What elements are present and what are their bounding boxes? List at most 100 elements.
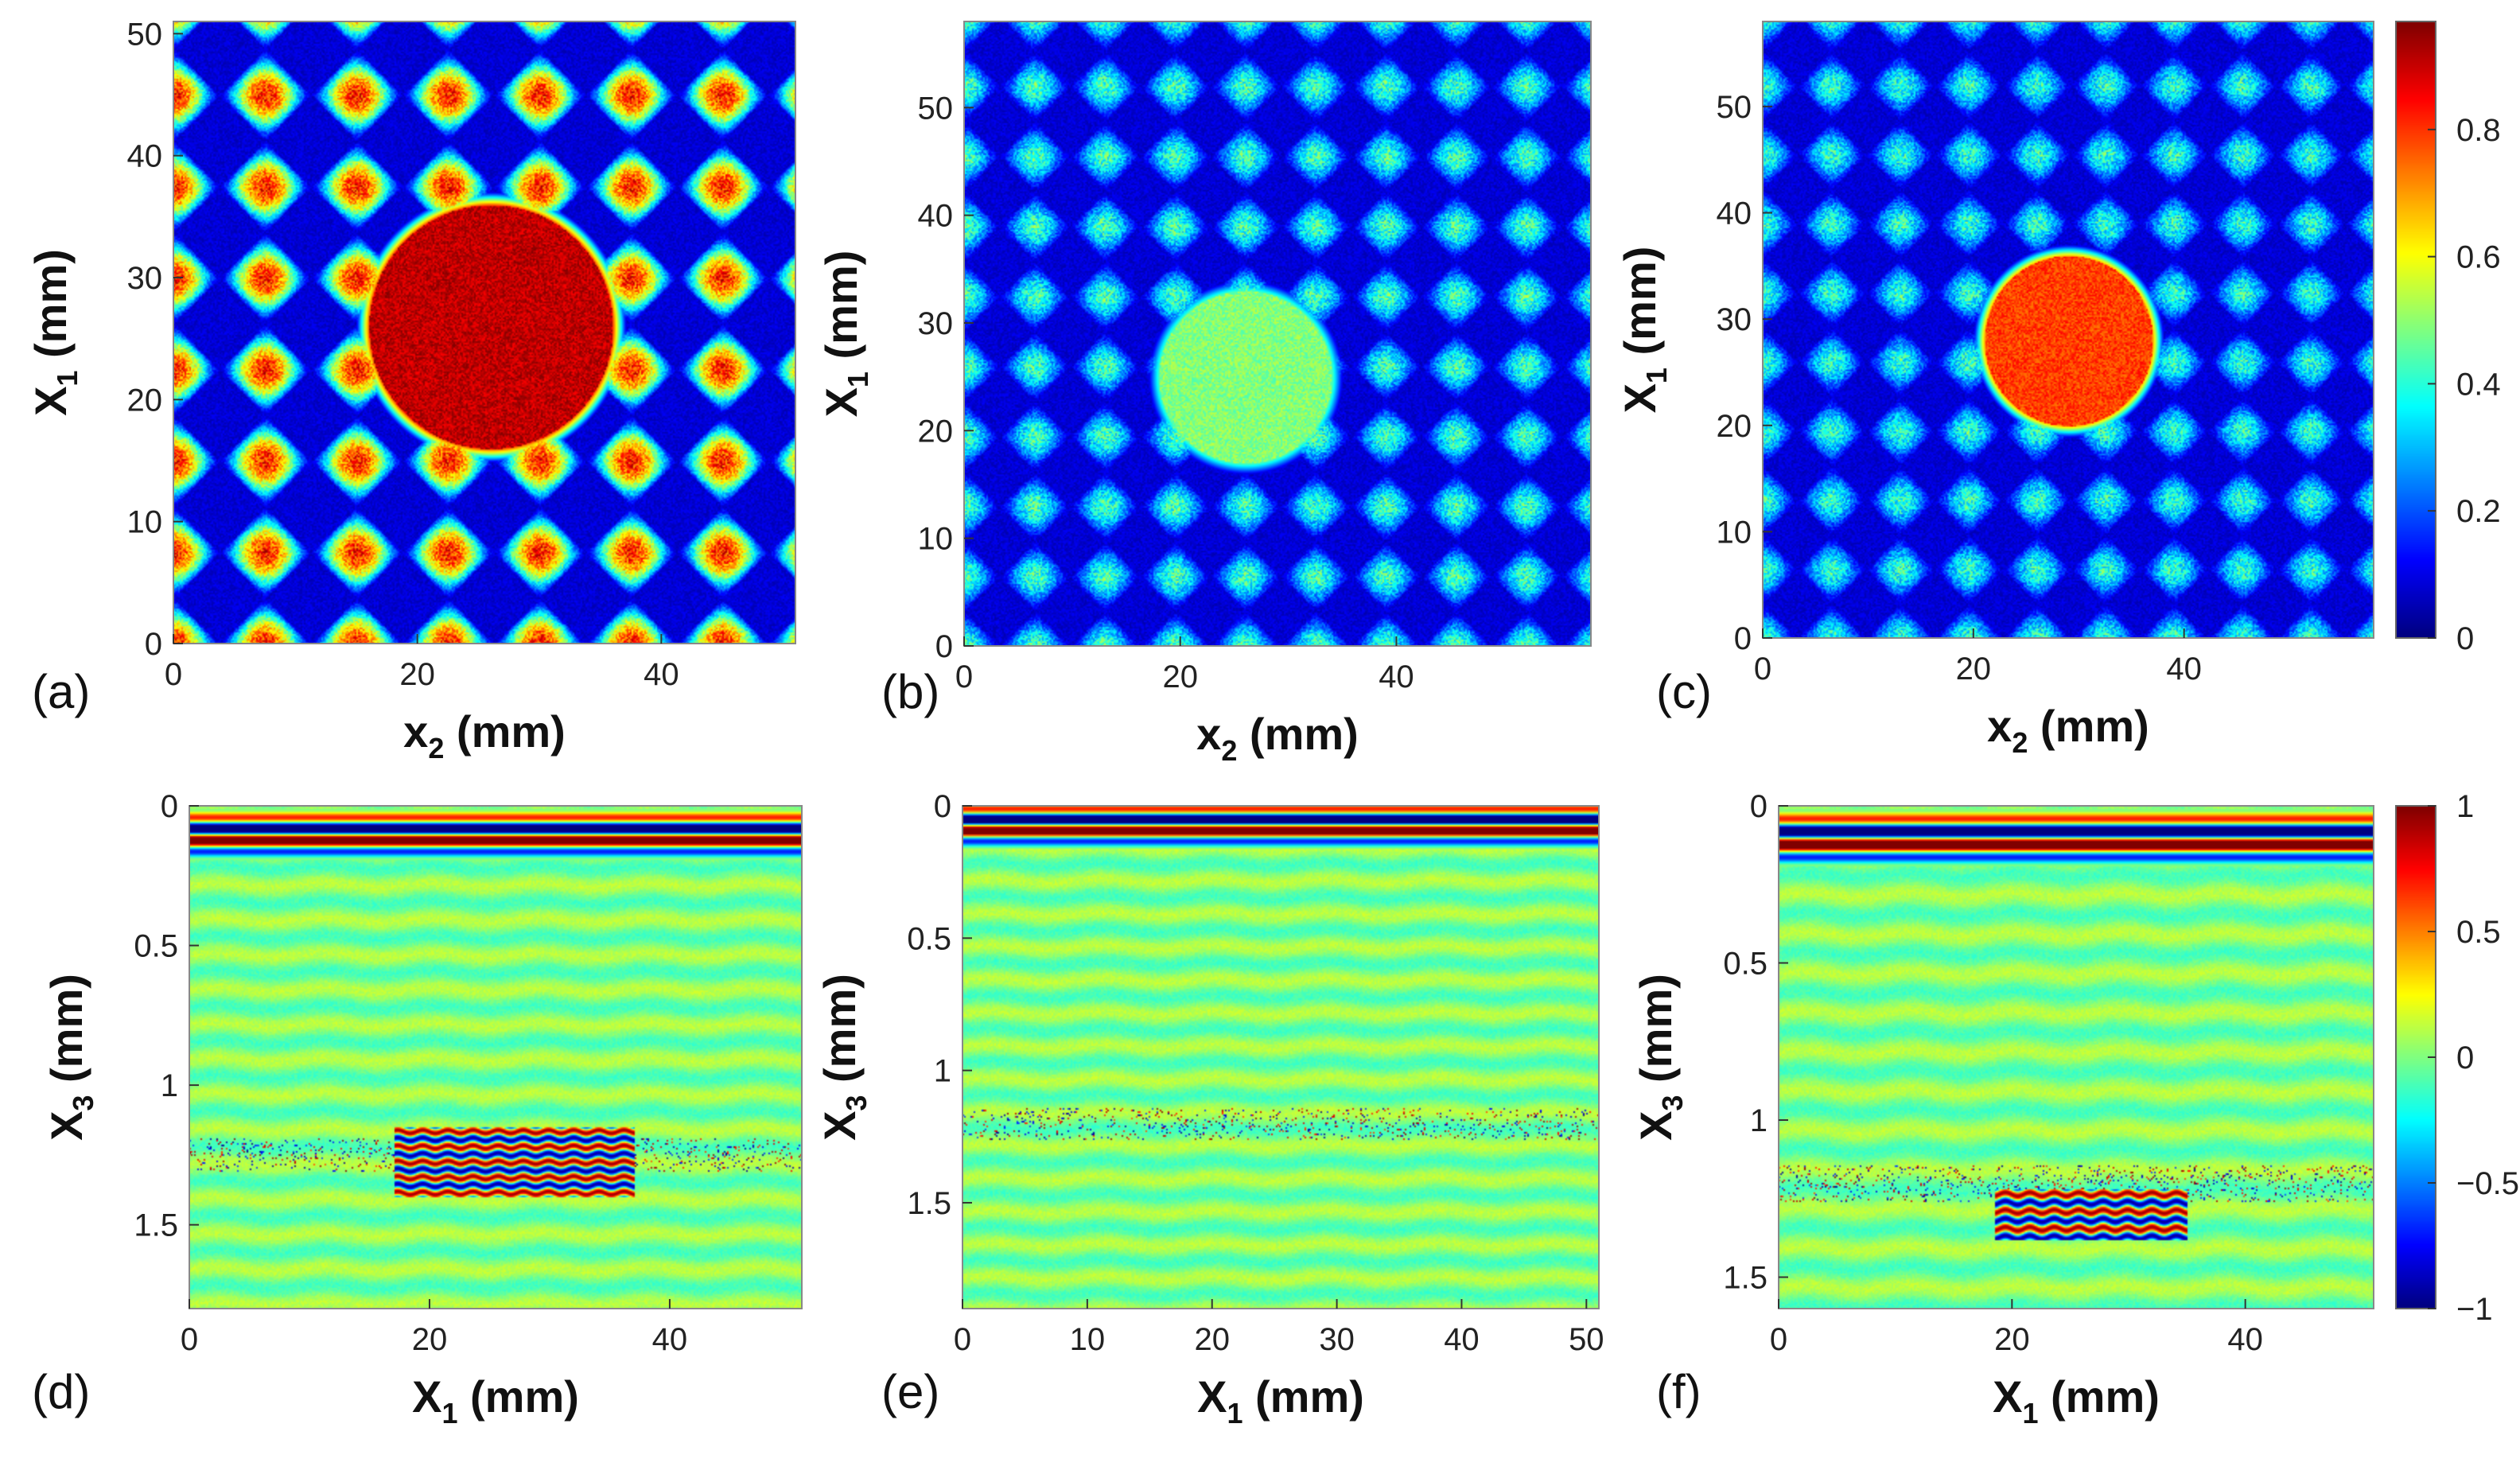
- colorbar-gradient: [2396, 21, 2436, 638]
- y-tick-label: 1: [1750, 1103, 1768, 1138]
- x-axis-label-unit: (mm): [1237, 709, 1358, 759]
- y-axis-label-unit: (mm): [1615, 247, 1665, 368]
- y-axis-label: X3 (mm): [41, 974, 99, 1141]
- y-axis-label-sub: 3: [840, 1095, 873, 1111]
- heatmap-image: [1763, 21, 2374, 638]
- colorbar-tick-label: 1: [2456, 789, 2474, 824]
- y-tick-label: 0: [1734, 621, 1752, 656]
- x-axis-label: X1 (mm): [412, 1371, 579, 1429]
- x-tick-label: 30: [1319, 1322, 1355, 1357]
- y-tick-label: 1.5: [1723, 1261, 1768, 1296]
- y-tick-label: 0: [935, 629, 953, 664]
- x-tick-label: 20: [399, 657, 435, 692]
- x-axis-label-unit: (mm): [2038, 1371, 2159, 1422]
- y-tick-label: 1: [161, 1068, 178, 1103]
- x-tick-label: 0: [955, 659, 973, 694]
- colorbar-tick-label: 0: [2456, 1041, 2474, 1076]
- x-axis-label: X1 (mm): [1197, 1371, 1364, 1429]
- y-axis-label-unit: (mm): [41, 974, 91, 1095]
- x-tick-label: 40: [2166, 652, 2202, 687]
- x-tick-label: 20: [412, 1322, 448, 1357]
- x-tick-label: 0: [1754, 652, 1771, 687]
- panel-label: (a): [32, 665, 90, 718]
- panel-label: (c): [1656, 665, 1712, 718]
- panel-label: (d): [32, 1365, 90, 1418]
- y-tick-label: 40: [918, 199, 954, 234]
- heatmap-image: [1779, 806, 2374, 1309]
- y-tick-label: 40: [127, 139, 163, 174]
- panel-label: (b): [881, 665, 939, 718]
- colorbar-tick-label: 0.6: [2456, 240, 2501, 275]
- y-axis-label-sub: 3: [1656, 1095, 1689, 1111]
- plot-frame: [963, 21, 1592, 647]
- plot-frame: [1762, 21, 2374, 639]
- x-axis-label-sub: 1: [1227, 1397, 1242, 1429]
- y-tick-label: 0: [145, 627, 162, 662]
- y-axis-label-main: X: [1631, 1111, 1681, 1141]
- x-axis-label-sub: 2: [1221, 734, 1237, 767]
- plot-frame: [173, 21, 796, 644]
- y-axis-label-unit: (mm): [816, 251, 866, 371]
- x-axis-label-unit: (mm): [457, 1371, 578, 1422]
- y-axis-label-main: X: [41, 1111, 91, 1141]
- y-axis-label: X1 (mm): [25, 249, 84, 416]
- x-axis-label-main: x: [1196, 709, 1221, 759]
- y-tick-label: 50: [127, 17, 163, 52]
- y-axis-label-sub: 1: [51, 371, 84, 387]
- y-tick-label: 0: [934, 789, 951, 824]
- y-axis-label-sub: 3: [67, 1095, 99, 1111]
- y-axis-label: X1 (mm): [816, 251, 874, 418]
- y-tick-label: 50: [918, 91, 954, 126]
- x-tick-label: 40: [644, 657, 679, 692]
- x-axis-label: X1 (mm): [1993, 1371, 2160, 1429]
- x-axis-label-main: X: [1993, 1371, 2022, 1422]
- y-tick-label: 10: [918, 522, 954, 557]
- colorbar-tick-label: 0.5: [2456, 915, 2501, 950]
- colorbar-tick-label: −0.5: [2456, 1166, 2519, 1201]
- y-tick-label: 10: [127, 505, 163, 540]
- colorbar-frame: [2395, 21, 2436, 639]
- colorbar-tick-label: 0.4: [2456, 367, 2501, 402]
- colorbar-bottom: −1 −0.5 0 0.5 1: [2395, 789, 2519, 1327]
- panel-label: (f): [1656, 1365, 1701, 1418]
- y-tick-label: 20: [918, 414, 954, 449]
- panel-label: (e): [881, 1365, 939, 1418]
- y-axis-label-unit: (mm): [815, 974, 865, 1095]
- y-axis-label-sub: 1: [842, 371, 874, 387]
- x-axis-label-main: X: [1197, 1371, 1227, 1422]
- x-tick-label: 40: [652, 1322, 688, 1357]
- y-tick-label: 0.5: [907, 921, 951, 956]
- y-tick-label: 20: [1717, 409, 1752, 444]
- heatmap-image: [962, 806, 1599, 1309]
- x-tick-label: 0: [181, 1322, 198, 1357]
- x-tick-label: 40: [2227, 1322, 2263, 1357]
- y-tick-label: 1.5: [134, 1208, 178, 1243]
- y-axis-label-unit: (mm): [25, 249, 76, 370]
- x-axis-label-unit: (mm): [444, 706, 565, 757]
- x-axis-label-sub: 1: [2022, 1397, 2038, 1429]
- x-tick-label: 50: [1569, 1322, 1604, 1357]
- y-tick-label: 30: [918, 306, 954, 341]
- y-axis-label-main: X: [816, 387, 866, 417]
- x-axis-label-unit: (mm): [1242, 1371, 1363, 1422]
- x-tick-label: 40: [1444, 1322, 1480, 1357]
- x-tick-label: 20: [1994, 1322, 2030, 1357]
- y-tick-label: 10: [1717, 515, 1752, 550]
- y-tick-label: 40: [1717, 196, 1752, 231]
- y-tick-label: 20: [127, 383, 163, 418]
- x-tick-label: 20: [1956, 652, 1992, 687]
- y-axis-label-main: X: [1615, 383, 1665, 413]
- x-axis-label-sub: 1: [441, 1397, 457, 1429]
- colorbar-tick-label: −1: [2456, 1292, 2493, 1327]
- y-axis-label: X3 (mm): [1631, 974, 1689, 1141]
- x-axis-label-main: X: [412, 1371, 441, 1422]
- x-tick-label: 20: [1194, 1322, 1230, 1357]
- x-axis-label-unit: (mm): [2028, 701, 2149, 751]
- y-axis-label: X3 (mm): [815, 974, 873, 1141]
- y-axis-label-main: X: [815, 1111, 865, 1141]
- x-tick-label: 40: [1379, 659, 1414, 694]
